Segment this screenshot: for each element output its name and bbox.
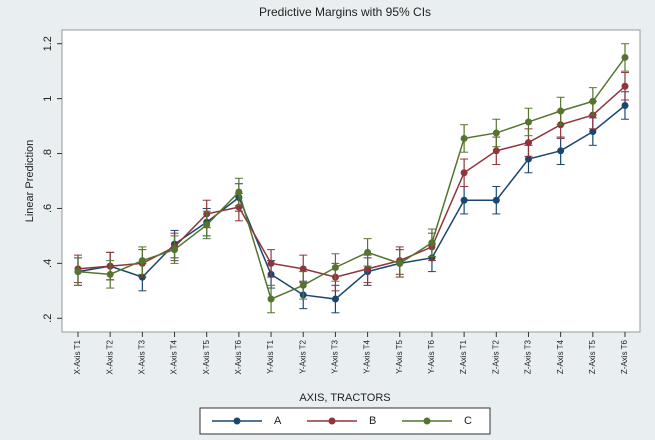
- plot-area: [61, 29, 641, 333]
- x-tick-label: Z-Axis T6: [620, 339, 629, 374]
- x-tick-label: X-Axis T6: [234, 339, 243, 374]
- marker: [106, 270, 114, 278]
- marker: [557, 147, 565, 155]
- x-tick-label: X-Axis T1: [73, 339, 82, 374]
- legend-marker: [423, 417, 431, 425]
- series-line: [77, 57, 626, 301]
- y-tick-label: .4: [42, 259, 54, 268]
- marker: [171, 246, 179, 254]
- x-tick-label: Z-Axis T4: [556, 339, 565, 374]
- marker: [203, 221, 211, 229]
- marker: [235, 188, 243, 196]
- y-tick-label: .2: [42, 314, 54, 323]
- marker: [621, 53, 629, 61]
- x-tick-label: X-Axis T3: [137, 339, 146, 374]
- marker: [299, 265, 307, 273]
- x-tick-label: Z-Axis T2: [491, 339, 500, 374]
- x-tick-label: Z-Axis T3: [524, 339, 533, 374]
- marker: [460, 196, 468, 204]
- marker: [299, 281, 307, 289]
- marker: [524, 155, 532, 163]
- y-axis-title: Linear Prediction: [24, 140, 36, 223]
- marker: [428, 239, 436, 247]
- x-tick-label: Y-Axis T2: [298, 339, 307, 373]
- marker: [589, 128, 597, 136]
- marker: [621, 82, 629, 90]
- x-tick-label: Y-Axis T4: [363, 339, 372, 373]
- y-tick-label: 1.2: [42, 36, 54, 51]
- series-line: [77, 85, 626, 278]
- legend-label: B: [369, 415, 376, 427]
- marker: [364, 265, 372, 273]
- marker: [524, 118, 532, 126]
- y-tick-label: .6: [42, 204, 54, 213]
- x-tick-label: Y-Axis T6: [427, 339, 436, 373]
- y-tick-label: 1: [42, 96, 54, 102]
- marker: [492, 129, 500, 137]
- y-tick-label: .8: [42, 149, 54, 158]
- x-tick-label: Y-Axis T1: [266, 339, 275, 373]
- x-tick-label: X-Axis T2: [105, 339, 114, 374]
- x-tick-label: Y-Axis T3: [331, 339, 340, 373]
- marker: [267, 295, 275, 303]
- marker: [492, 196, 500, 204]
- legend-label: A: [274, 415, 282, 427]
- legend-marker: [328, 417, 336, 425]
- marker: [492, 147, 500, 155]
- marker: [460, 169, 468, 177]
- x-tick-label: X-Axis T5: [202, 339, 211, 374]
- chart-title: Predictive Margins with 95% CIs: [259, 5, 431, 19]
- legend-label: C: [464, 415, 472, 427]
- marker: [589, 97, 597, 105]
- marker: [557, 107, 565, 115]
- x-axis-title: AXIS, TRACTORS: [299, 392, 390, 404]
- marker: [331, 263, 339, 271]
- marker: [138, 257, 146, 265]
- x-tick-label: Z-Axis T5: [588, 339, 597, 374]
- marker: [524, 139, 532, 147]
- marker: [396, 259, 404, 267]
- marker: [74, 268, 82, 276]
- x-tick-label: Z-Axis T1: [459, 339, 468, 374]
- marker: [331, 295, 339, 303]
- marker: [460, 134, 468, 142]
- legend-marker: [233, 417, 241, 425]
- x-tick-label: X-Axis T4: [170, 339, 179, 374]
- marker: [621, 102, 629, 109]
- marker: [364, 248, 372, 256]
- x-tick-label: Y-Axis T5: [395, 339, 404, 373]
- marker: [267, 259, 275, 267]
